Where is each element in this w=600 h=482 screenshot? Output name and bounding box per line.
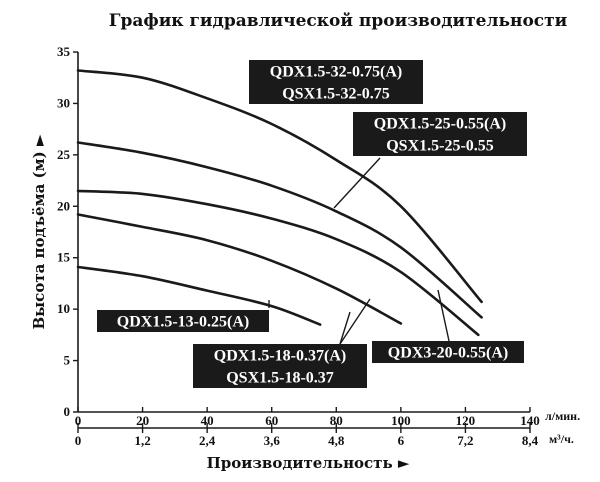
x2-axis-unit: м³/ч. bbox=[549, 432, 574, 446]
y-tick-label: 10 bbox=[57, 301, 70, 316]
series-label-text: QDX3-20-0.55(A) bbox=[388, 345, 508, 362]
x2-tick-label: 7,2 bbox=[457, 433, 473, 448]
series-curve-2 bbox=[76, 141, 483, 319]
y-tick-label: 25 bbox=[57, 147, 71, 162]
tick-labels: 0 5 10 15 20 25 30 35 0 20 40 60 80 100 120 140 0 1,2 2,4 3… bbox=[57, 44, 540, 448]
y-tick-label: 20 bbox=[57, 198, 70, 213]
axes bbox=[73, 51, 531, 433]
x2-tick-label: 2,4 bbox=[199, 433, 216, 448]
series-label-text: QSX1.5-32-0.75 bbox=[282, 86, 390, 103]
series-labels: QDX1.5-32-0.75(A) QSX1.5-32-0.75 QDX1.5-25… bbox=[97, 60, 527, 388]
series-curve-5 bbox=[76, 265, 322, 326]
x-tick-label: 100 bbox=[391, 413, 411, 428]
series-label-text: QDX1.5-13-0.25(A) bbox=[117, 314, 249, 331]
series-curves bbox=[76, 69, 483, 337]
series-label-box bbox=[97, 310, 269, 332]
y-tick-label: 15 bbox=[57, 250, 71, 265]
series-label-5: QDX1.5-13-0.25(A) bbox=[97, 310, 269, 332]
leader-line bbox=[333, 157, 381, 209]
x-tick-label: 20 bbox=[136, 413, 149, 428]
x2-tick-label: 0 bbox=[75, 433, 82, 448]
x-axis-unit: л/мин. bbox=[545, 409, 580, 423]
y-tick-label: 35 bbox=[57, 44, 71, 59]
x-tick-label: 40 bbox=[201, 413, 214, 428]
x-tick-label: 120 bbox=[456, 413, 476, 428]
series-label-box bbox=[372, 341, 524, 363]
x2-tick-label: 4,8 bbox=[328, 433, 345, 448]
x-tick-label: 80 bbox=[330, 413, 343, 428]
series-label-text: QDX1.5-32-0.75(A) bbox=[270, 64, 402, 81]
series-label-box bbox=[249, 60, 423, 104]
x2-tick-label: 3,6 bbox=[264, 433, 281, 448]
series-label-box bbox=[193, 344, 367, 388]
y-tick-label: 0 bbox=[64, 404, 71, 419]
x-axis-label: Производительность ► bbox=[207, 454, 410, 472]
series-curve-3 bbox=[76, 189, 480, 337]
series-label-1: QDX1.5-32-0.75(A) QSX1.5-32-0.75 bbox=[249, 60, 423, 104]
series-label-text: QSX1.5-18-0.37 bbox=[226, 370, 334, 387]
x2-tick-label: 6 bbox=[398, 433, 405, 448]
y-tick-label: 30 bbox=[57, 95, 70, 110]
series-label-text: QDX1.5-25-0.55(A) bbox=[374, 116, 506, 133]
series-curve-4 bbox=[76, 213, 403, 325]
x-tick-label: 60 bbox=[265, 413, 278, 428]
x-tick-label: 140 bbox=[520, 413, 540, 428]
x2-tick-label: 1,2 bbox=[134, 433, 150, 448]
series-label-3: QDX3-20-0.55(A) bbox=[372, 341, 524, 363]
series-label-4: QDX1.5-18-0.37(A) QSX1.5-18-0.37 bbox=[193, 344, 367, 388]
y-axis-label: Высота подъёма (м) ► bbox=[30, 134, 48, 330]
leader-line bbox=[339, 298, 371, 345]
series-curve-1 bbox=[76, 69, 483, 304]
x2-tick-label: 8,4 bbox=[522, 433, 539, 448]
leader-line bbox=[437, 289, 450, 342]
leader-line bbox=[339, 311, 351, 345]
series-label-text: QDX1.5-18-0.37(A) bbox=[214, 348, 346, 365]
series-label-box bbox=[353, 112, 527, 156]
series-label-text: QSX1.5-25-0.55 bbox=[386, 138, 494, 155]
series-label-2: QDX1.5-25-0.55(A) QSX1.5-25-0.55 bbox=[353, 112, 527, 156]
y-tick-label: 5 bbox=[64, 353, 71, 368]
chart-title: График гидравлической производительности bbox=[109, 11, 568, 31]
x-tick-label: 0 bbox=[75, 413, 82, 428]
